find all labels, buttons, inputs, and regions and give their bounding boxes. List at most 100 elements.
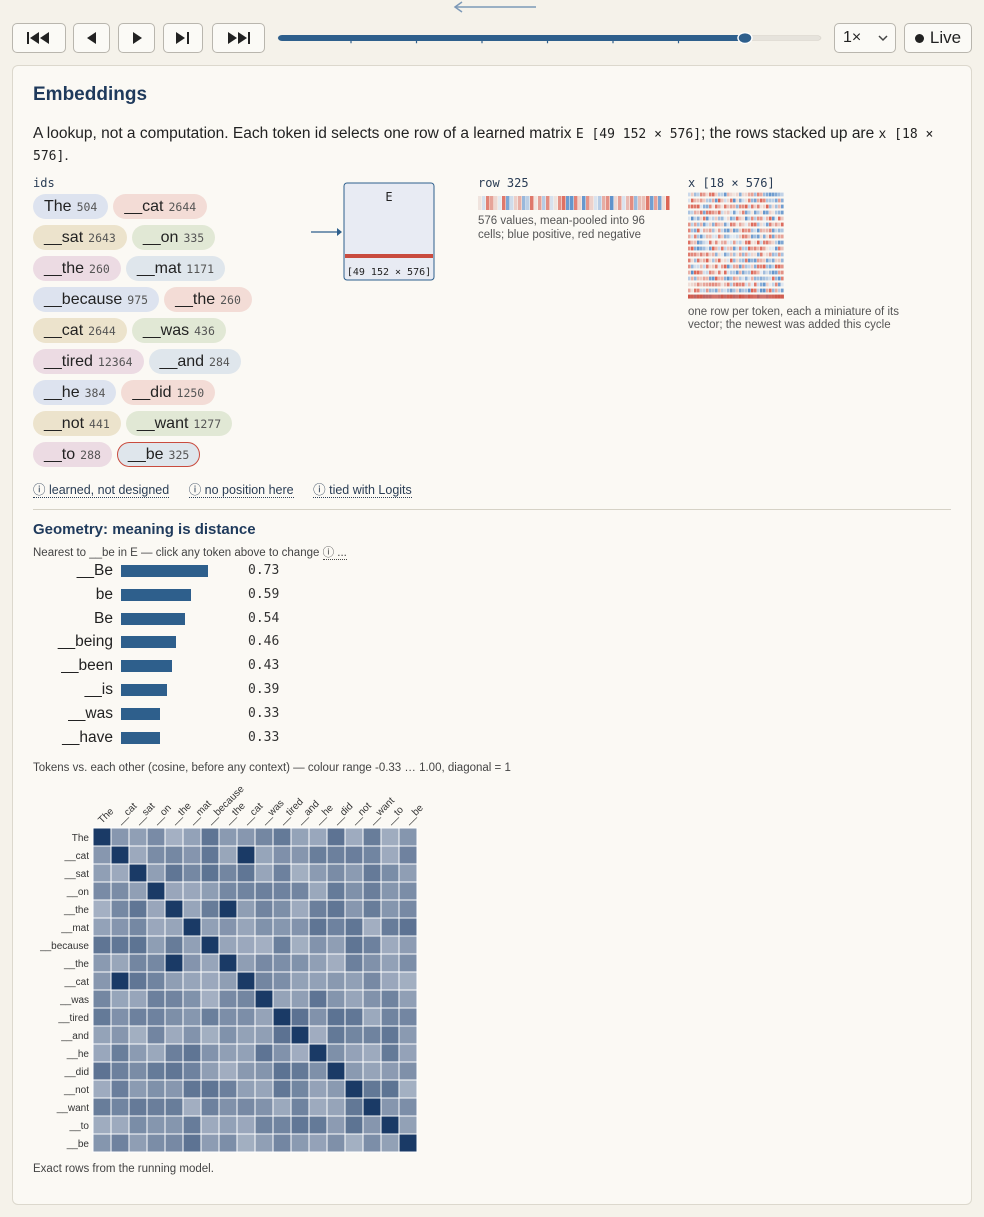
heatmap-cell [110,1133,130,1153]
heatmap-cell [92,899,112,919]
token-chip[interactable]: __the 260 [33,256,121,281]
next-step-button[interactable] [163,23,203,53]
token-chip[interactable]: __sat 2643 [33,225,127,250]
x-cell [772,282,775,287]
x-cell [697,198,700,203]
embeddings-panel: Embeddings A lookup, not a computation. … [12,65,972,1205]
heatmap-cell [128,917,148,937]
x-cell [706,282,709,287]
token-chip[interactable]: __want 1277 [125,411,233,436]
x-cell [742,216,745,221]
token-chip[interactable]: __not 441 [33,411,121,436]
x-cell [742,204,745,209]
heatmap-cell [344,1133,364,1153]
play-button[interactable] [118,23,155,53]
tied-link[interactable]: ⓘ tied with Logits [313,483,412,498]
x-cell [691,282,694,287]
x-cell [694,198,697,203]
token-chip[interactable]: __be 325 [116,442,201,467]
x-cell [730,234,733,239]
x-cell [775,222,778,227]
learned-link[interactable]: ⓘ learned, not designed [33,483,170,498]
token-chip[interactable]: __mat 1171 [125,256,225,281]
speed-select[interactable]: 1× [834,23,896,53]
token-chip[interactable]: __and 284 [148,349,241,374]
heatmap-cell [200,845,220,865]
x-cell [763,276,766,281]
token-chip[interactable]: __was 436 [131,318,226,343]
x-cell [769,228,772,233]
x-cell [733,192,736,197]
x-cell [724,252,727,257]
heatmap-cell [362,1061,382,1081]
timeline-slider[interactable] [276,32,823,44]
last-step-button[interactable] [212,23,265,53]
heatmap-cell [272,917,292,937]
prev-step-button[interactable] [73,23,110,53]
heatmap-cell [344,917,364,937]
heatmap-cell [200,881,220,901]
heatmap-cell [146,881,166,901]
x-cell [739,270,742,275]
token-chip[interactable]: __on 335 [131,225,216,250]
first-step-button[interactable] [12,23,66,53]
x-cell [760,234,763,239]
live-button[interactable]: Live [904,23,972,53]
x-cell [742,222,745,227]
token-chip[interactable]: The 504 [33,194,109,219]
heatmap-cell [164,1025,184,1045]
x-cell [691,240,694,245]
heatmap-cell [380,1061,400,1081]
x-cell [703,282,706,287]
x-cell [724,264,727,269]
x-cell [748,216,751,221]
x-cell [694,252,697,257]
token-chip[interactable]: __cat 2644 [33,318,127,343]
x-cell [781,204,784,209]
row-cell [606,196,610,210]
x-cell [715,204,718,209]
x-cell [739,282,742,287]
x-cell [709,246,712,251]
x-cell [691,264,694,269]
neighbor-value: 0.33 [248,705,280,721]
heatmap-cell [200,1079,220,1099]
token-chip[interactable]: __he 384 [33,380,117,405]
x-cell [766,240,769,245]
heatmap-cell [326,845,346,865]
heatmap-cell [164,1061,184,1081]
token-chip[interactable]: __because 975 [33,287,160,312]
heatmap-cell [146,899,166,919]
x-cell [754,270,757,275]
token-chip[interactable]: __tired 12364 [33,349,144,374]
token-chip[interactable]: __did 1250 [121,380,216,405]
x-cell [766,204,769,209]
x-cell [724,282,727,287]
x-cell [736,258,739,263]
heatmap-cell [146,1061,166,1081]
row-cell [578,196,582,210]
heatmap-cell [110,1061,130,1081]
token-chip[interactable]: __to 288 [33,442,112,467]
x-cell [688,276,691,281]
x-cell [700,234,703,239]
x-cell [769,240,772,245]
x-cell [727,270,730,275]
token-chip[interactable]: __cat 2644 [113,194,208,219]
x-cell [709,252,712,257]
row-cell [482,196,486,210]
x-cell [706,228,709,233]
position-link[interactable]: ⓘ no position here [188,483,294,498]
x-cell [691,288,694,293]
x-cell [688,222,691,227]
token-chip[interactable]: __the 260 [164,287,252,312]
x-cell [718,192,721,197]
heatmap-cell [200,1025,220,1045]
x-cell [688,240,691,245]
geometry-info-link[interactable]: ⓘ ... [322,547,347,560]
heatmap-cell [182,827,202,847]
heatmap-cell [128,863,148,883]
heatmap-cell [236,863,256,883]
x-cell [778,264,781,269]
x-cell [697,210,700,215]
